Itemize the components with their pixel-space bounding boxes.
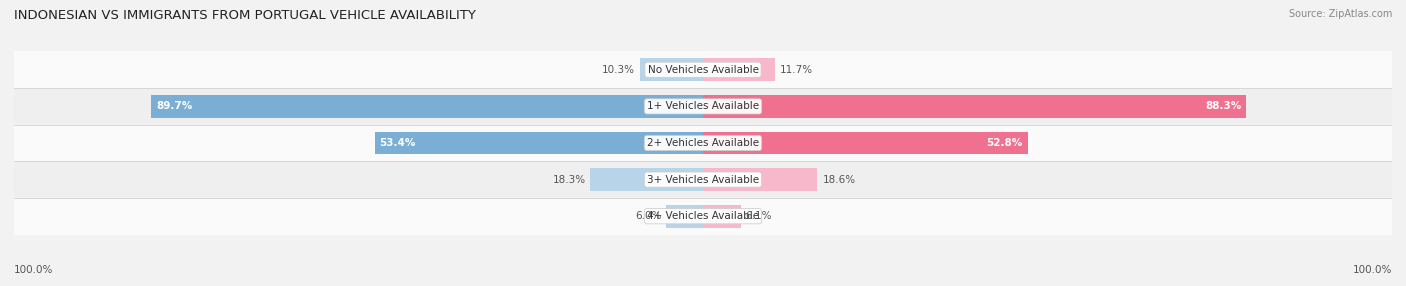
Text: 2+ Vehicles Available: 2+ Vehicles Available bbox=[647, 138, 759, 148]
Text: No Vehicles Available: No Vehicles Available bbox=[648, 65, 758, 75]
Text: 6.0%: 6.0% bbox=[634, 211, 661, 221]
Text: 1+ Vehicles Available: 1+ Vehicles Available bbox=[647, 102, 759, 111]
Bar bbox=[703, 58, 775, 81]
Bar bbox=[703, 168, 817, 191]
Bar bbox=[666, 205, 703, 228]
Bar bbox=[703, 205, 741, 228]
Text: 89.7%: 89.7% bbox=[156, 102, 193, 111]
Text: 6.1%: 6.1% bbox=[745, 211, 772, 221]
Text: 18.3%: 18.3% bbox=[553, 175, 585, 184]
Bar bbox=[152, 95, 703, 118]
Text: 11.7%: 11.7% bbox=[780, 65, 813, 75]
Text: Source: ZipAtlas.com: Source: ZipAtlas.com bbox=[1288, 9, 1392, 19]
Bar bbox=[374, 132, 703, 154]
Text: 100.0%: 100.0% bbox=[14, 265, 53, 275]
Bar bbox=[703, 95, 1246, 118]
Bar bbox=[703, 132, 1028, 154]
Text: 18.6%: 18.6% bbox=[823, 175, 855, 184]
Bar bbox=[14, 125, 1392, 161]
Text: INDONESIAN VS IMMIGRANTS FROM PORTUGAL VEHICLE AVAILABILITY: INDONESIAN VS IMMIGRANTS FROM PORTUGAL V… bbox=[14, 9, 477, 21]
Text: 88.3%: 88.3% bbox=[1205, 102, 1241, 111]
Text: 53.4%: 53.4% bbox=[380, 138, 416, 148]
Bar bbox=[14, 198, 1392, 235]
Text: 52.8%: 52.8% bbox=[987, 138, 1024, 148]
Text: 4+ Vehicles Available: 4+ Vehicles Available bbox=[647, 211, 759, 221]
Bar bbox=[14, 51, 1392, 88]
Text: 10.3%: 10.3% bbox=[602, 65, 634, 75]
Bar bbox=[14, 161, 1392, 198]
Text: 3+ Vehicles Available: 3+ Vehicles Available bbox=[647, 175, 759, 184]
Bar bbox=[14, 88, 1392, 125]
Bar bbox=[640, 58, 703, 81]
Text: 100.0%: 100.0% bbox=[1353, 265, 1392, 275]
Bar bbox=[591, 168, 703, 191]
